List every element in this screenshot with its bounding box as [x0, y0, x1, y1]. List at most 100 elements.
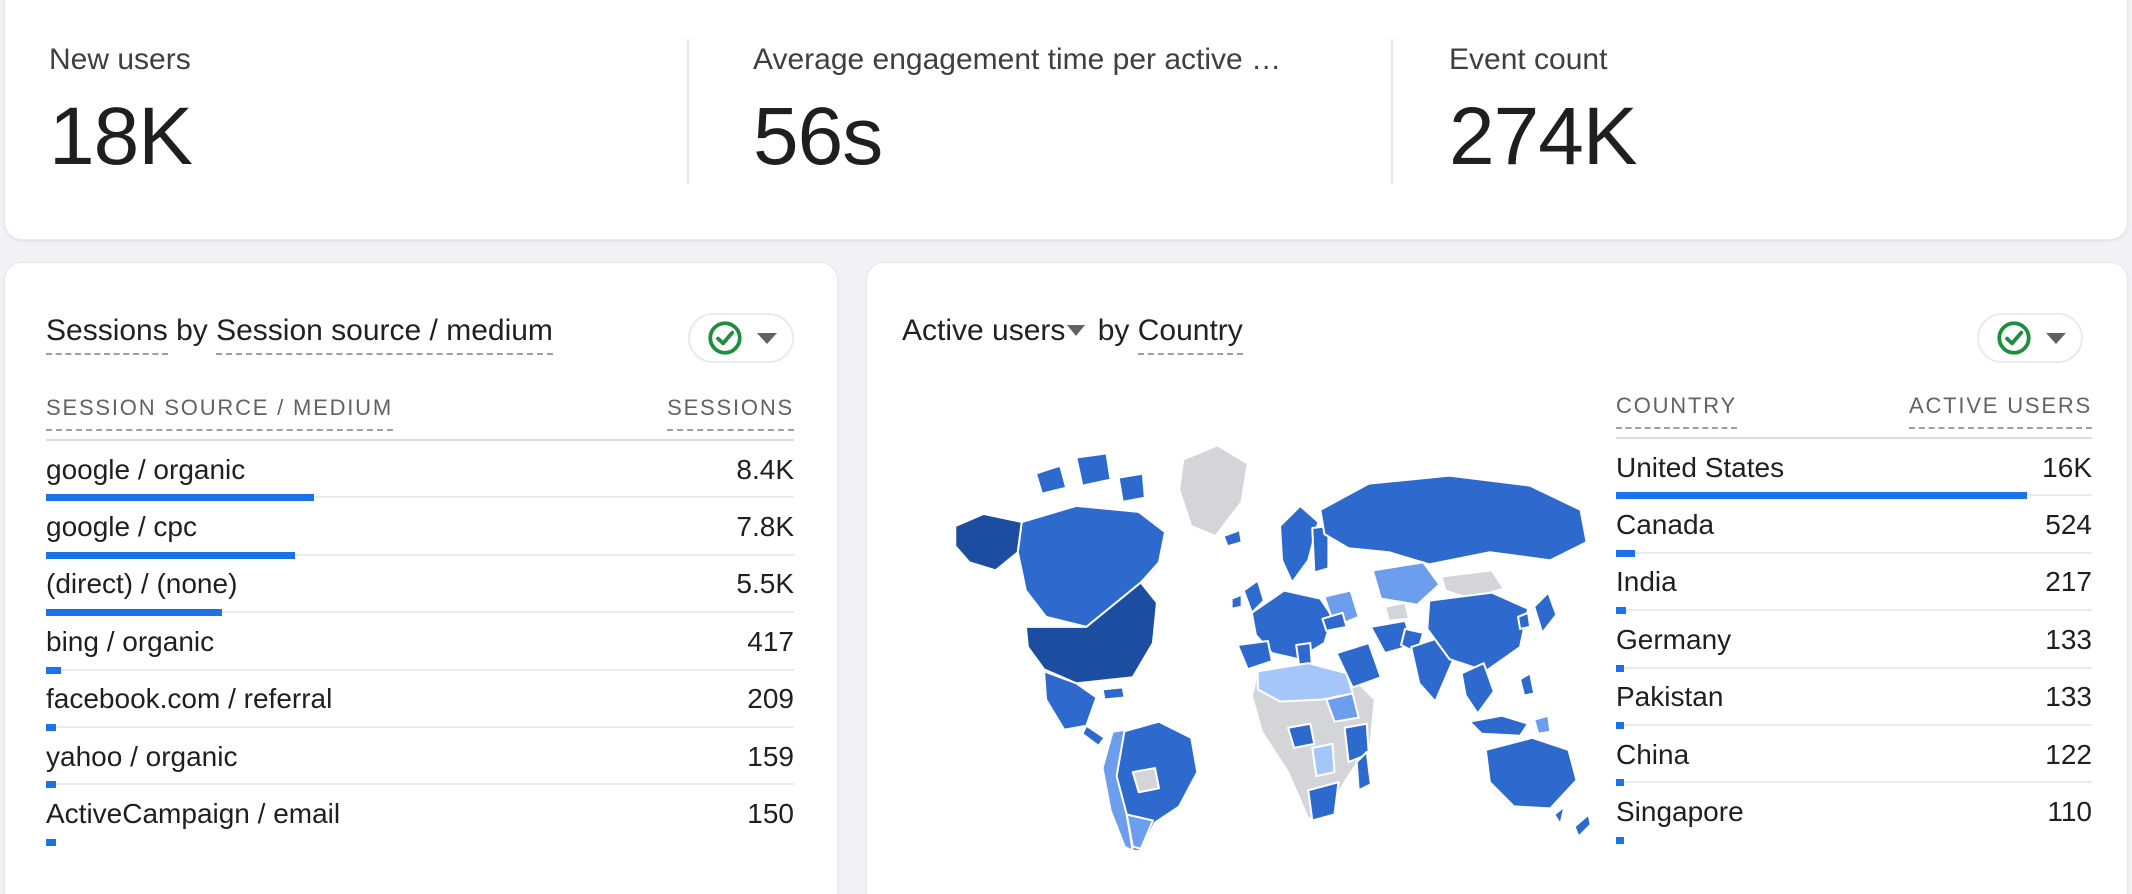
table-row: India 217 [1616, 554, 2092, 615]
row-label: google / cpc [46, 511, 197, 543]
row-value: 7.8K [736, 511, 794, 543]
table-row: ActiveCampaign / email 150 [46, 785, 794, 846]
row-value: 217 [2045, 566, 2092, 598]
kpi-new-users: New users 18K [49, 41, 193, 183]
row-label: facebook.com / referral [46, 683, 333, 715]
kpi-divider [687, 39, 689, 183]
column-header-metric: SESSIONS [667, 395, 794, 431]
row-label: Germany [1616, 623, 1732, 655]
sessions-table-body: google / organic 8.4K google / cpc 7.8K … [46, 441, 794, 846]
row-bar [46, 494, 314, 502]
card-header: Active users by Country [902, 313, 2083, 363]
row-value: 110 [2047, 796, 2092, 828]
row-divider [46, 783, 794, 786]
dimension-term: Country [1137, 314, 1243, 355]
row-bar [1616, 492, 2027, 500]
row-bar [46, 551, 295, 559]
world-map-svg [954, 444, 1592, 852]
row-divider [46, 611, 794, 614]
row-label: China [1616, 738, 1690, 770]
dimension-term: Session source / medium [216, 314, 553, 355]
row-label: yahoo / organic [46, 740, 238, 772]
kpi-value: 56s [753, 91, 883, 182]
row-bar [1616, 836, 1624, 844]
row-value: 524 [2045, 509, 2092, 541]
chevron-down-icon [756, 332, 777, 344]
row-value: 16K [2042, 451, 2092, 483]
active-users-by-country-card: Active users by Country [866, 262, 2128, 894]
row-divider [46, 725, 794, 728]
table-row: bing / organic 417 [46, 613, 794, 674]
table-row: China 122 [1616, 726, 2092, 787]
row-bar [46, 723, 56, 731]
row-value: 417 [747, 625, 794, 657]
table-row: Singapore 110 [1616, 783, 2092, 844]
row-label: India [1616, 566, 1677, 598]
table-row: Canada 524 [1616, 496, 2092, 557]
column-header-metric: ACTIVE USERS [1909, 393, 2092, 429]
row-divider [46, 553, 794, 556]
check-circle-icon [707, 321, 742, 355]
row-bar [46, 838, 56, 846]
row-bar [1616, 664, 1624, 672]
row-bar [46, 781, 56, 789]
card-title: Active users by Country [902, 313, 1243, 355]
row-bar [1616, 607, 1626, 615]
row-value: 209 [747, 683, 794, 715]
table-row: United States 16K [1616, 439, 2092, 500]
row-value: 159 [747, 740, 794, 772]
row-label: Canada [1616, 509, 1715, 541]
metric-selector[interactable]: Active users [902, 314, 1089, 347]
row-bar [1616, 721, 1624, 729]
title-joiner: by [167, 314, 217, 347]
metric-term: Active users [902, 314, 1066, 347]
table-row: google / cpc 7.8K [46, 498, 794, 559]
table-header-row: COUNTRY ACTIVE USERS [1616, 393, 2092, 429]
row-value: 133 [2045, 623, 2092, 655]
geo-table: COUNTRY ACTIVE USERS United States 16K C… [1616, 393, 2092, 844]
row-value: 150 [747, 798, 794, 830]
data-quality-dropdown[interactable] [688, 313, 794, 363]
data-quality-dropdown[interactable] [1977, 313, 2083, 363]
metric-selector-caret-icon [1067, 324, 1086, 336]
kpi-value: 18K [49, 91, 193, 182]
table-row: yahoo / organic 159 [46, 728, 794, 789]
table-header-row: SESSION SOURCE / MEDIUM SESSIONS [46, 395, 794, 431]
kpi-event-count: Event count 274K [1449, 41, 1638, 183]
column-header-dimension: SESSION SOURCE / MEDIUM [46, 395, 393, 431]
table-header-rule [46, 439, 794, 441]
kpi-label: Average engagement time per active … [753, 43, 1282, 76]
row-divider [46, 668, 794, 671]
kpi-avg-engagement-time: Average engagement time per active … 56s [753, 41, 1281, 183]
row-label: Singapore [1616, 796, 1744, 828]
row-divider [1616, 609, 2092, 612]
row-divider [1616, 551, 2092, 554]
row-divider [46, 496, 794, 499]
row-label: ActiveCampaign / email [46, 798, 341, 830]
scorecard-strip: New users 18K Average engagement time pe… [4, 0, 2128, 240]
table-row: Germany 133 [1616, 611, 2092, 672]
row-divider [1616, 781, 2092, 784]
table-row: (direct) / (none) 5.5K [46, 556, 794, 617]
title-joiner: by [1089, 314, 1138, 347]
row-bar [1616, 779, 1624, 787]
card-header: Sessions by Session source / medium [46, 313, 794, 363]
card-title: Sessions by Session source / medium [46, 313, 553, 355]
kpi-value: 274K [1449, 91, 1638, 182]
row-label: Pakistan [1616, 681, 1724, 713]
table-row: Pakistan 133 [1616, 669, 2092, 729]
sessions-by-source-card: Sessions by Session source / medium SESS… [4, 262, 838, 894]
row-value: 122 [2045, 738, 2092, 770]
check-circle-icon [1996, 321, 2031, 355]
row-bar [46, 666, 61, 674]
row-bar [46, 609, 222, 617]
row-value: 8.4K [736, 453, 794, 485]
row-label: google / organic [46, 453, 246, 485]
table-header-rule [1616, 437, 2092, 439]
kpi-label: New users [49, 43, 191, 76]
column-header-dimension: COUNTRY [1616, 393, 1737, 429]
chevron-down-icon [2045, 332, 2066, 344]
row-label: bing / organic [46, 625, 215, 657]
row-label: United States [1616, 451, 1785, 483]
